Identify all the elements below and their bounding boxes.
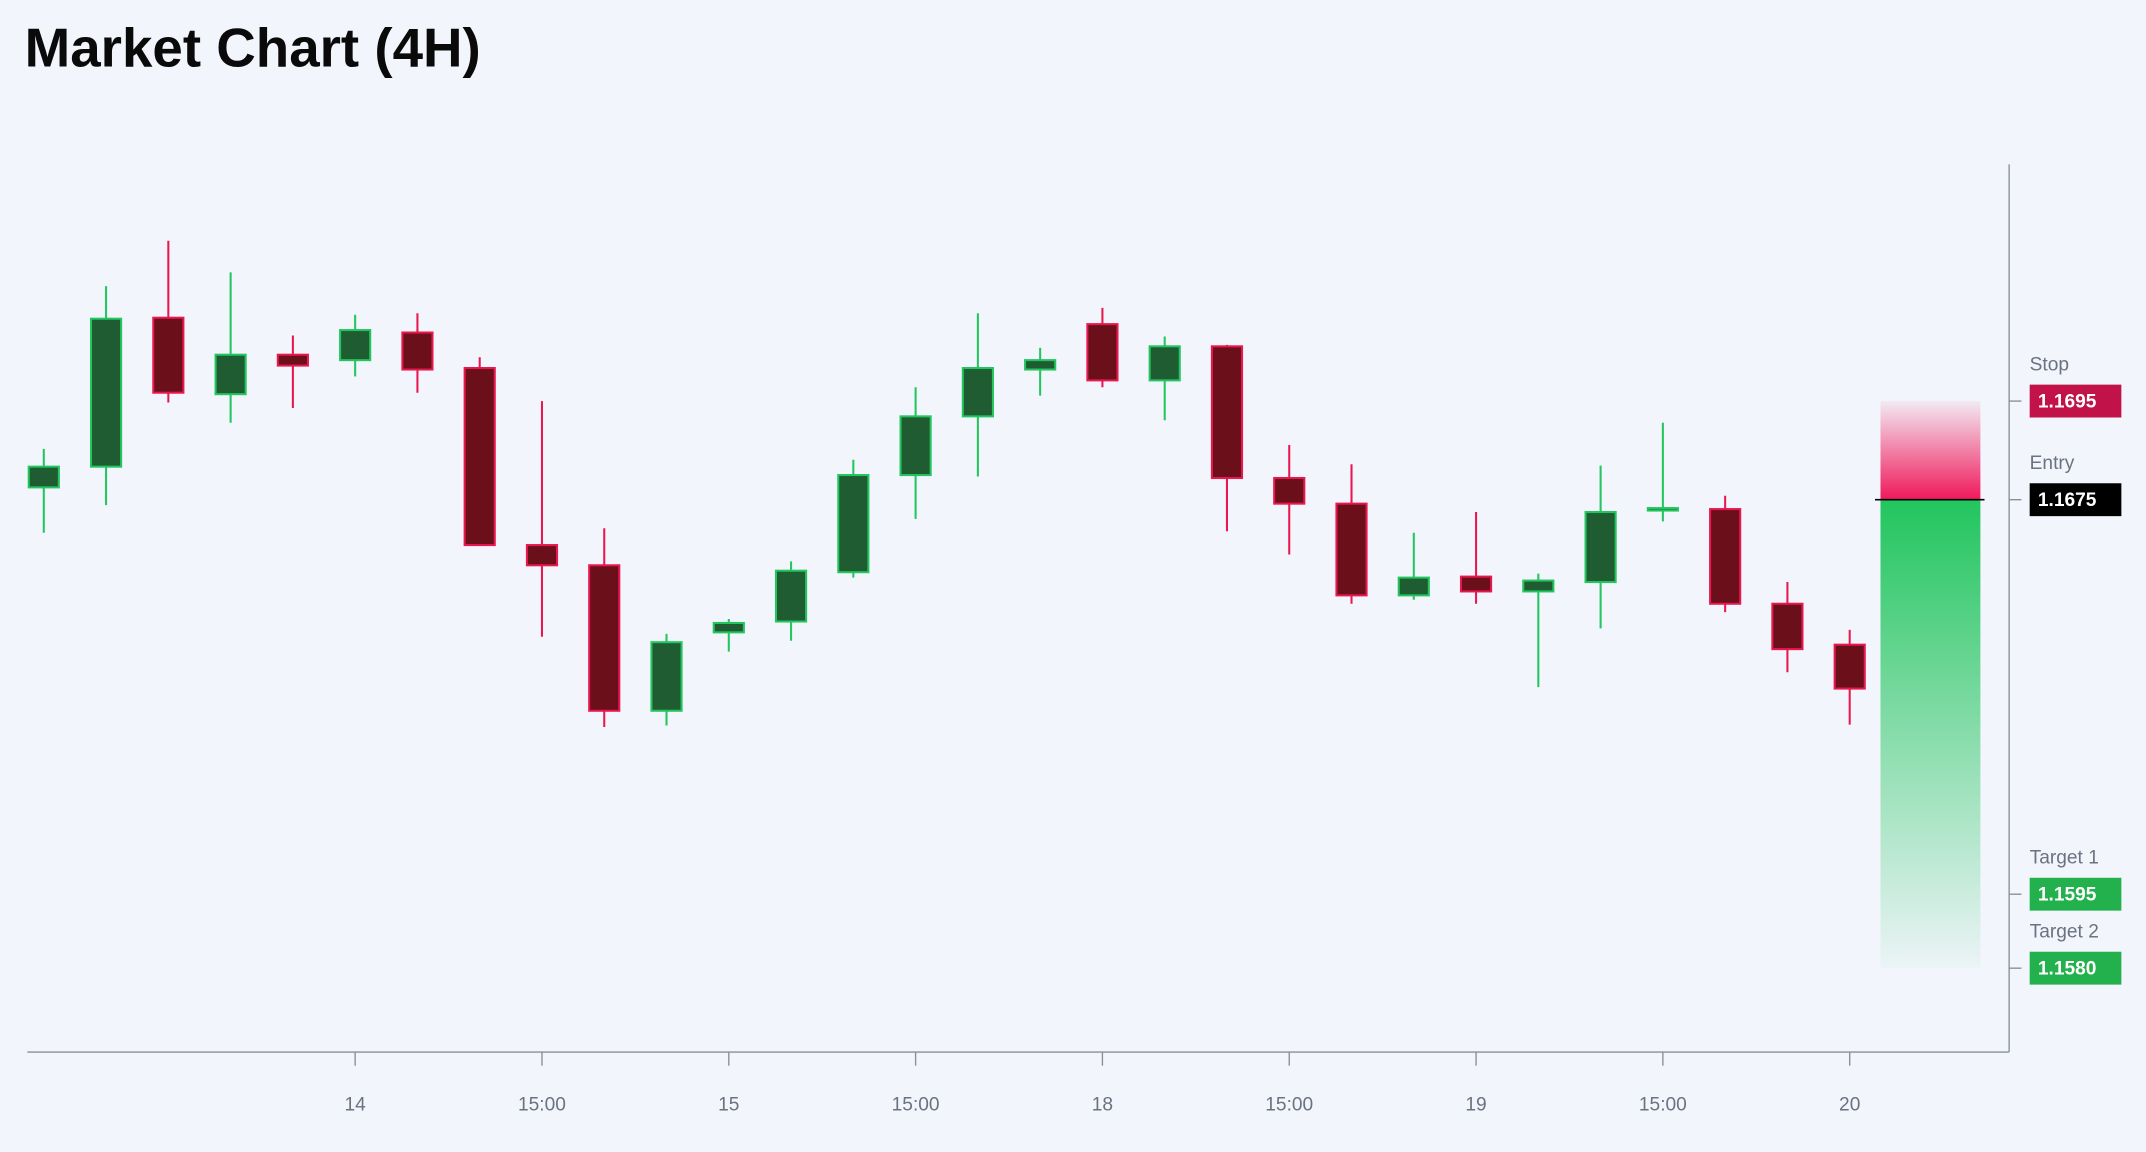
candle-body — [1086, 323, 1119, 382]
candle-body — [276, 353, 309, 367]
candle-body — [1273, 476, 1306, 505]
candle-body — [837, 474, 870, 574]
candle-body — [1771, 602, 1804, 651]
level-value: 1.1595 — [2038, 885, 2097, 906]
candle-body — [214, 353, 247, 396]
x-tick-label: 20 — [1839, 1094, 1860, 1115]
level-badge — [2029, 877, 2122, 911]
candle-body — [525, 544, 559, 567]
x-tick-label: 19 — [1465, 1094, 1486, 1115]
level-name: Stop — [2030, 355, 2069, 376]
candle-body — [401, 331, 434, 371]
candle-body — [27, 465, 60, 489]
level-name: Target 2 — [2030, 922, 2099, 943]
risk-zone — [1880, 401, 1981, 500]
candle-body — [1646, 507, 1679, 512]
x-tick-label: 15:00 — [518, 1094, 566, 1115]
candle-body — [774, 569, 808, 623]
x-tick-label: 15:00 — [892, 1094, 940, 1115]
level-value: 1.1695 — [2038, 392, 2097, 413]
candle-body — [1833, 643, 1866, 690]
x-tick-label: 18 — [1092, 1094, 1113, 1115]
candle-body — [588, 564, 621, 712]
level-badge — [2029, 951, 2122, 985]
level-badge — [2029, 384, 2122, 418]
reward-zone — [1880, 499, 1981, 969]
level-badge — [2029, 483, 2122, 517]
x-tick-label: 15:00 — [1265, 1094, 1313, 1115]
candle-body — [463, 367, 496, 547]
candle-body — [339, 329, 372, 362]
candle-body — [1210, 345, 1244, 480]
candle-body — [152, 316, 185, 394]
candle-body — [899, 415, 932, 477]
chart-title: Market Chart (4H) — [25, 17, 481, 79]
candle-body — [712, 621, 745, 634]
candle-body — [1335, 502, 1368, 597]
candle-body — [1148, 345, 1181, 382]
candle-body — [1397, 576, 1430, 597]
candle-body — [1024, 359, 1057, 371]
level-name: Entry — [2030, 453, 2075, 474]
x-tick-label: 15:00 — [1639, 1094, 1687, 1115]
candle-body — [1709, 508, 1742, 605]
level-name: Target 1 — [2030, 848, 2099, 869]
candle-body — [1522, 579, 1555, 593]
level-value: 1.1580 — [2038, 959, 2097, 980]
candle-body — [1584, 511, 1617, 584]
candle-body — [89, 317, 123, 468]
x-tick-label: 15 — [718, 1094, 739, 1115]
candle-body — [961, 367, 994, 418]
candle-body — [1459, 575, 1493, 593]
level-value: 1.1675 — [2038, 490, 2097, 511]
x-tick-label: 14 — [345, 1094, 367, 1115]
candle-body — [650, 641, 683, 712]
